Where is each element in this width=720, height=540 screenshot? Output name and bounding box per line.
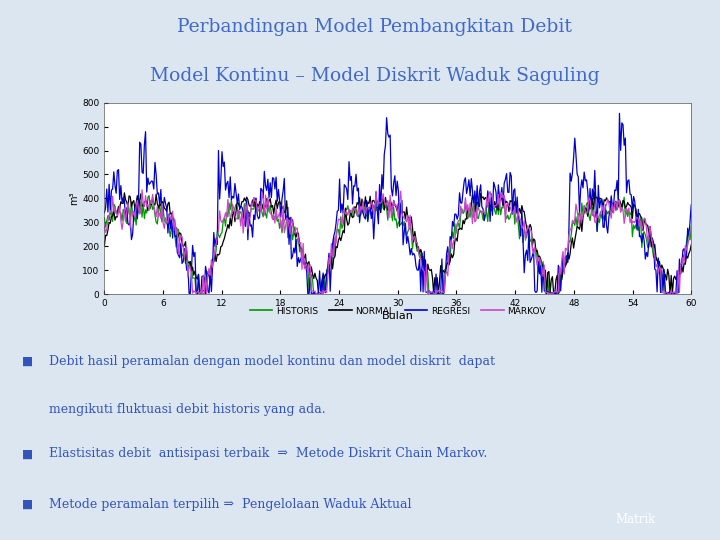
Text: Perbandingan Model Pembangkitan Debit: Perbandingan Model Pembangkitan Debit bbox=[177, 18, 572, 36]
Text: mengikuti fluktuasi debit historis yang ada.: mengikuti fluktuasi debit historis yang … bbox=[49, 403, 325, 416]
Text: Model Kontinu – Model Diskrit Waduk Saguling: Model Kontinu – Model Diskrit Waduk Sagu… bbox=[150, 67, 599, 85]
Legend: HISTORIS, NORMAL, REGRESI, MARKOV: HISTORIS, NORMAL, REGRESI, MARKOV bbox=[246, 303, 549, 319]
Y-axis label: m³: m³ bbox=[70, 192, 79, 205]
X-axis label: Bulan: Bulan bbox=[382, 311, 414, 321]
Text: Elastisitas debit  antisipasi terbaik  ⇒  Metode Diskrit Chain Markov.: Elastisitas debit antisipasi terbaik ⇒ M… bbox=[49, 447, 487, 460]
Text: Metode peramalan terpilih ⇒  Pengelolaan Waduk Aktual: Metode peramalan terpilih ⇒ Pengelolaan … bbox=[49, 498, 411, 511]
Text: ■: ■ bbox=[22, 447, 32, 460]
Text: Matrik: Matrik bbox=[616, 513, 655, 526]
Text: Debit hasil peramalan dengan model kontinu dan model diskrit  dapat: Debit hasil peramalan dengan model konti… bbox=[49, 355, 495, 368]
Text: ■: ■ bbox=[22, 355, 32, 368]
Text: ■: ■ bbox=[22, 498, 32, 511]
